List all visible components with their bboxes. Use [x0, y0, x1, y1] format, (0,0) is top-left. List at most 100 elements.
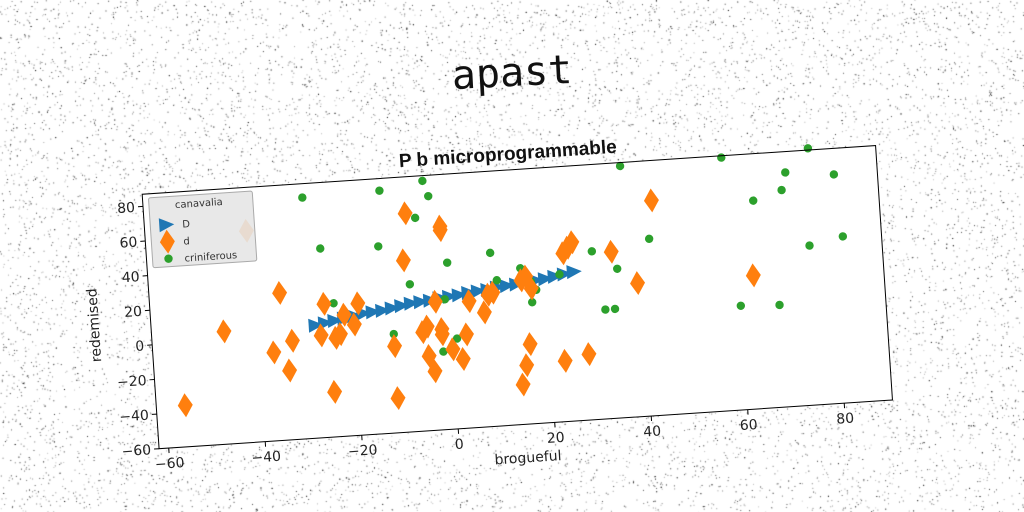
diamond-point [630, 271, 646, 296]
diamond-point [327, 379, 343, 404]
circle-point [555, 270, 564, 279]
x-tick-label: 40 [643, 423, 662, 440]
legend-box [148, 190, 258, 269]
diamond-point [397, 201, 413, 226]
axes-frame [141, 145, 893, 450]
circle-point [440, 295, 449, 304]
circle-point [316, 244, 325, 253]
diamond-point [523, 276, 539, 301]
circle-point [610, 304, 620, 314]
circle-point [829, 170, 839, 179]
triangle-right-point [413, 295, 429, 310]
x-axis-label: brogueful [494, 448, 562, 468]
diamond-point [387, 334, 403, 359]
diamond-point [177, 393, 193, 418]
circle-point [439, 347, 448, 356]
triangle-right-point [470, 284, 487, 299]
circle-point [775, 300, 784, 310]
diamond-point [476, 300, 492, 325]
diamond-point [427, 289, 443, 314]
triangle-right-point [394, 299, 410, 314]
diamond-point [445, 337, 461, 362]
y-axis-label: redemised [84, 288, 105, 363]
diamond-point [266, 340, 282, 365]
diamond-point [603, 239, 619, 264]
diamond-point [455, 346, 471, 371]
circle-point [615, 161, 625, 171]
diamond-point [461, 289, 477, 314]
circle-point [838, 232, 848, 241]
y-tick-label: 0 [135, 338, 145, 355]
diamond-point [272, 280, 288, 305]
series-d [177, 188, 761, 418]
circle-point [587, 247, 597, 256]
y-tick-label: 20 [124, 304, 143, 321]
circle-point [749, 196, 758, 205]
y-tick-label: 60 [119, 235, 138, 252]
circle-point [298, 193, 307, 202]
y-tick-label: −20 [117, 373, 148, 391]
diamond-point [581, 342, 597, 367]
legend-marker-D [158, 218, 175, 233]
diamond-point [316, 291, 332, 316]
diamond-point [522, 332, 538, 357]
circle-point [389, 329, 398, 339]
circle-point [601, 305, 610, 314]
triangle-right-point [547, 269, 563, 284]
circle-point [374, 242, 383, 251]
diamond-point [515, 372, 531, 397]
circle-point [410, 213, 420, 223]
diamond-point [519, 353, 535, 378]
diamond-point [313, 323, 329, 348]
diamond-point [434, 322, 450, 347]
legend-marker-criniferous [164, 254, 173, 263]
x-tick-label: 80 [836, 411, 855, 428]
diamond-point [745, 263, 761, 288]
diamond-point [350, 291, 366, 316]
triangle-right-point [451, 288, 468, 303]
legend-label: d [183, 236, 190, 247]
circle-point [375, 186, 384, 195]
circle-point [485, 248, 495, 258]
data-marks [177, 144, 848, 418]
diamond-point [427, 359, 443, 384]
axes-background [142, 145, 893, 449]
x-tick-label: 0 [454, 437, 464, 454]
circle-point [527, 298, 537, 307]
x-tick-label: −60 [155, 455, 186, 473]
diamond-point [336, 302, 352, 327]
circle-point [405, 280, 415, 289]
triangle-right-point [403, 296, 420, 311]
diamond-point [346, 312, 362, 337]
diamond-point [557, 348, 573, 373]
circle-point [442, 258, 452, 267]
triangle-right-point [308, 318, 324, 333]
circle-point [613, 264, 622, 273]
circle-point [777, 185, 786, 195]
y-tick-label: 80 [117, 200, 136, 217]
circle-point [492, 276, 502, 285]
triangle-right-point [365, 305, 381, 320]
circle-point [418, 176, 427, 186]
x-tick-label: −20 [348, 442, 379, 460]
series-criniferous [298, 144, 848, 356]
legend-label: D [182, 219, 191, 231]
triangle-right-point [384, 301, 401, 316]
circle-point [644, 234, 654, 244]
diamond-point [564, 230, 580, 255]
triangle-right-point [327, 314, 343, 329]
legend-entries: Dd criniferous [158, 218, 238, 265]
y-tick-label: 40 [121, 269, 140, 286]
circle-point [805, 241, 814, 250]
diamond-point [284, 328, 300, 353]
circle-point [424, 191, 433, 201]
diamond-point [282, 358, 298, 383]
triangle-right-point [566, 265, 582, 280]
circle-point [452, 334, 462, 343]
legend-marker-d [159, 229, 175, 254]
diamond-point [415, 320, 431, 345]
triangle-right-point [499, 279, 515, 294]
diamond-point [459, 322, 474, 347]
